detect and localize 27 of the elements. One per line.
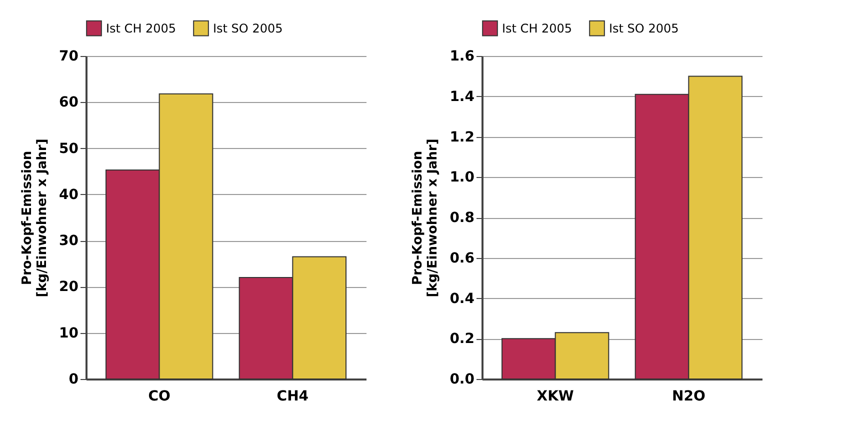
y-tick-label: 30 <box>59 233 79 250</box>
y-tick-label: 60 <box>59 94 79 111</box>
x-tick-label: XKW <box>536 388 574 404</box>
y-tick-label: 70 <box>59 48 79 64</box>
legend-label: Ist SO 2005 <box>213 21 283 36</box>
y-axis-title: Pro-Kopf-Emission [kg/Einwohner x Jahr] <box>20 138 50 298</box>
y-tick-label: 50 <box>59 140 79 157</box>
y-tick-label: 20 <box>59 279 79 296</box>
legend-label: Ist CH 2005 <box>502 21 572 36</box>
y-tick-label: 0.2 <box>450 331 474 348</box>
x-tick-label: CH4 <box>276 388 309 404</box>
y-tick-label: 0 <box>68 372 79 388</box>
legend-label: Ist SO 2005 <box>609 21 679 36</box>
y-tick-label: 40 <box>59 186 79 203</box>
x-tick-label: N2O <box>672 388 706 404</box>
y-tick-label: 0.4 <box>450 290 475 307</box>
y-tick-label: 1.4 <box>450 88 475 105</box>
y-tick-label: 1.6 <box>450 48 474 64</box>
y-axis-title: Pro-Kopf-Emission [kg/Einwohner x Jahr] <box>410 138 441 298</box>
y-tick-label: 0.8 <box>450 210 474 226</box>
y-tick-label: 0.6 <box>450 250 474 266</box>
y-tick-label: 0.0 <box>450 372 475 388</box>
x-tick-label: CO <box>148 388 171 404</box>
y-tick-label: 10 <box>59 325 79 342</box>
legend-label: Ist CH 2005 <box>106 21 176 36</box>
y-tick-label: 1.2 <box>450 129 474 146</box>
y-tick-label: 1.0 <box>450 170 475 186</box>
